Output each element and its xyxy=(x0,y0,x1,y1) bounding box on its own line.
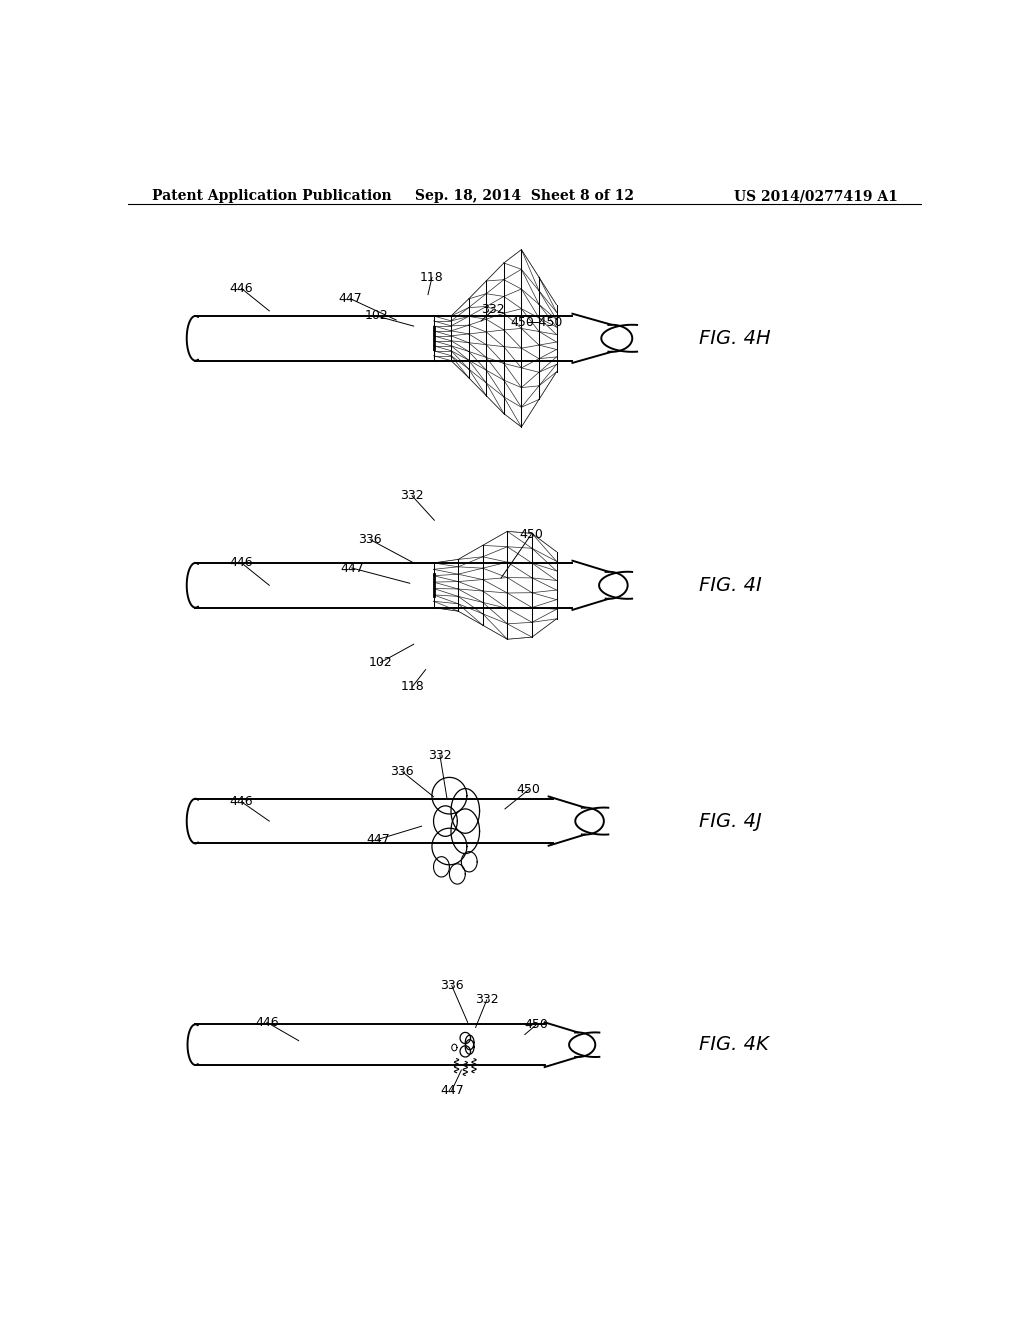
Text: —450: —450 xyxy=(526,315,563,329)
Text: 450: 450 xyxy=(519,528,543,541)
Text: 450: 450 xyxy=(517,783,541,796)
Text: 102: 102 xyxy=(365,309,388,322)
Text: 332: 332 xyxy=(475,994,499,1006)
Text: 102: 102 xyxy=(369,656,392,669)
Text: FIG. 4H: FIG. 4H xyxy=(699,329,771,347)
Text: 446: 446 xyxy=(229,557,253,569)
Text: 450: 450 xyxy=(511,315,535,329)
Text: 332: 332 xyxy=(400,490,424,503)
Text: 118: 118 xyxy=(400,680,424,693)
Text: 332: 332 xyxy=(481,304,505,317)
Text: 447: 447 xyxy=(338,292,362,305)
Text: 447: 447 xyxy=(340,561,364,574)
Text: FIG. 4J: FIG. 4J xyxy=(699,812,762,830)
Text: 446: 446 xyxy=(229,282,253,294)
Text: 332: 332 xyxy=(428,748,452,762)
Text: 446: 446 xyxy=(255,1016,279,1028)
Text: Patent Application Publication: Patent Application Publication xyxy=(152,189,391,203)
Text: 447: 447 xyxy=(367,833,390,846)
Text: 447: 447 xyxy=(440,1084,464,1097)
Text: US 2014/0277419 A1: US 2014/0277419 A1 xyxy=(734,189,898,203)
Text: Sep. 18, 2014  Sheet 8 of 12: Sep. 18, 2014 Sheet 8 of 12 xyxy=(416,189,634,203)
Text: 450: 450 xyxy=(524,1018,549,1031)
Text: 336: 336 xyxy=(358,533,382,546)
Text: FIG. 4I: FIG. 4I xyxy=(699,576,762,595)
Text: 446: 446 xyxy=(229,795,253,808)
Text: 336: 336 xyxy=(390,764,414,777)
Text: 336: 336 xyxy=(440,979,464,993)
Text: FIG. 4K: FIG. 4K xyxy=(699,1035,769,1055)
Text: 118: 118 xyxy=(420,271,443,284)
